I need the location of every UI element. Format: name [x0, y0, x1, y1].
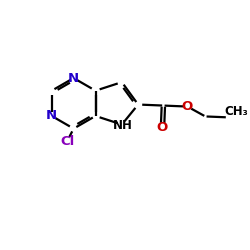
Text: N: N: [46, 110, 57, 122]
Text: NH: NH: [113, 119, 133, 132]
Text: O: O: [157, 121, 168, 134]
Text: Cl: Cl: [60, 135, 75, 148]
Text: O: O: [182, 100, 193, 113]
Text: N: N: [68, 72, 79, 85]
Text: CH₃: CH₃: [224, 105, 248, 118]
